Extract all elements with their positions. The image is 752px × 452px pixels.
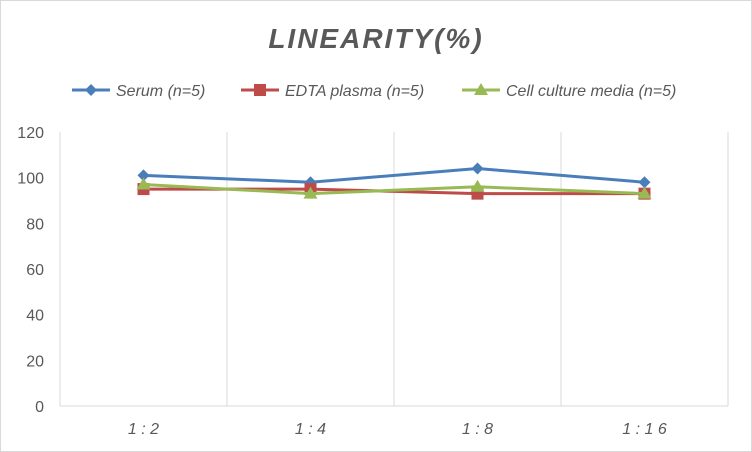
x-tick-label: 1 : 2 — [128, 421, 159, 438]
legend-item-2: Cell culture media (n=5) — [462, 83, 676, 100]
data-point — [638, 176, 651, 189]
series-layer — [136, 162, 652, 200]
legend-swatch-marker — [474, 83, 488, 95]
data-point — [303, 186, 318, 199]
legend-label: Serum (n=5) — [116, 83, 205, 100]
data-point — [637, 186, 652, 199]
x-axis: 1 : 2 1 : 4 1 : 8 1 : 1 6 — [128, 421, 667, 438]
legend: Serum (n=5) EDTA plasma (n=5) Cell culture… — [72, 83, 676, 100]
legend-swatch-marker — [85, 84, 97, 96]
data-point — [136, 177, 151, 190]
legend-item-1: EDTA plasma (n=5) — [241, 83, 424, 100]
y-tick-label: 20 — [26, 353, 44, 370]
data-point — [137, 169, 150, 182]
y-tick-label: 80 — [26, 216, 44, 233]
data-point — [470, 179, 485, 192]
legend-label: EDTA plasma (n=5) — [285, 83, 424, 100]
legend-item-0: Serum (n=5) — [72, 83, 205, 100]
y-tick-label: 60 — [26, 262, 44, 279]
legend-label: Cell culture media (n=5) — [506, 83, 676, 100]
y-tick-label: 100 — [17, 171, 44, 188]
grid — [59, 132, 729, 407]
legend-swatch-marker — [254, 84, 266, 96]
y-tick-label: 40 — [26, 308, 44, 325]
x-tick-label: 1 : 4 — [295, 421, 326, 438]
series-2 — [136, 177, 652, 199]
x-tick-label: 1 : 1 6 — [622, 421, 667, 438]
series-line — [143, 167, 645, 184]
data-point — [471, 162, 484, 175]
x-tick-label: 1 : 8 — [462, 421, 493, 438]
chart-title: LINEARITY(%) — [268, 23, 483, 54]
series-line — [143, 183, 645, 196]
y-axis: 0 20 40 60 80 100 120 — [17, 125, 44, 416]
y-tick-label: 0 — [35, 399, 44, 416]
y-tick-label: 120 — [17, 125, 44, 142]
